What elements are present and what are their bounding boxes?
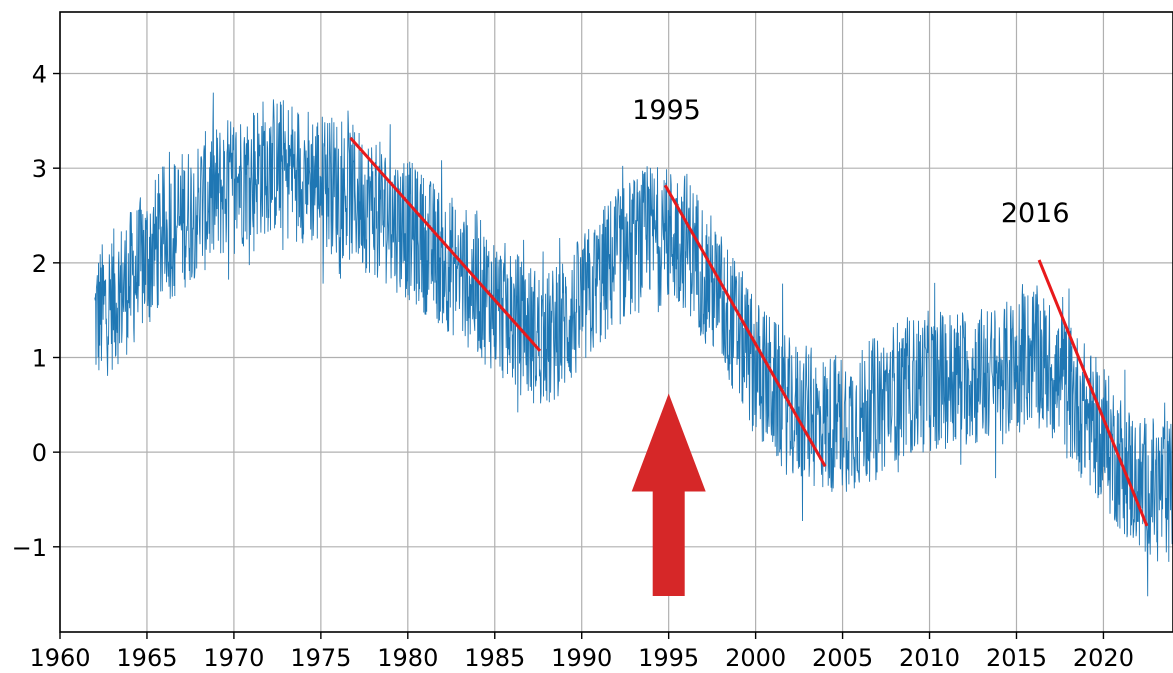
arrow-group: [631, 393, 706, 596]
y-tick-label: 0: [32, 439, 47, 467]
grid: [59, 12, 1173, 632]
y-tick-label: 1: [32, 344, 47, 372]
x-tick-label: 1985: [464, 644, 525, 672]
y-tick-label: 4: [32, 61, 47, 89]
x-tick-label: 1980: [377, 644, 438, 672]
annotation-label: 2016: [1001, 198, 1070, 229]
annotations: 1995 2016: [632, 95, 1069, 229]
trend-line: [349, 136, 542, 352]
trend-lines: [349, 136, 1149, 527]
series-line: [94, 92, 1173, 597]
x-tick-label: 2005: [812, 644, 873, 672]
x-tick-label: 1960: [29, 644, 90, 672]
trend-line: [1037, 259, 1149, 527]
x-tick-label: 2000: [725, 644, 786, 672]
annotation-label: 1995: [632, 95, 701, 126]
data-series: [94, 92, 1173, 597]
y-tick-label: −1: [12, 534, 47, 562]
axis-ticks: 1960 1965 1970 1975 1980 1985 1990 1995 2000 2005…: [12, 61, 1134, 672]
x-tick-label: 1970: [203, 644, 264, 672]
x-tick-label: 2010: [899, 644, 960, 672]
x-tick-label: 2015: [986, 644, 1047, 672]
x-tick-label: 1975: [290, 644, 351, 672]
x-tick-label: 1995: [638, 644, 699, 672]
x-tick-label: 1990: [551, 644, 612, 672]
y-tick-label: 3: [32, 155, 47, 183]
up-arrow-icon: [631, 393, 706, 596]
trend-line: [663, 184, 827, 468]
x-tick-label: 2020: [1073, 644, 1134, 672]
y-tick-label: 2: [32, 250, 47, 278]
x-tick-label: 1965: [116, 644, 177, 672]
plot-frame: [59, 11, 1173, 633]
